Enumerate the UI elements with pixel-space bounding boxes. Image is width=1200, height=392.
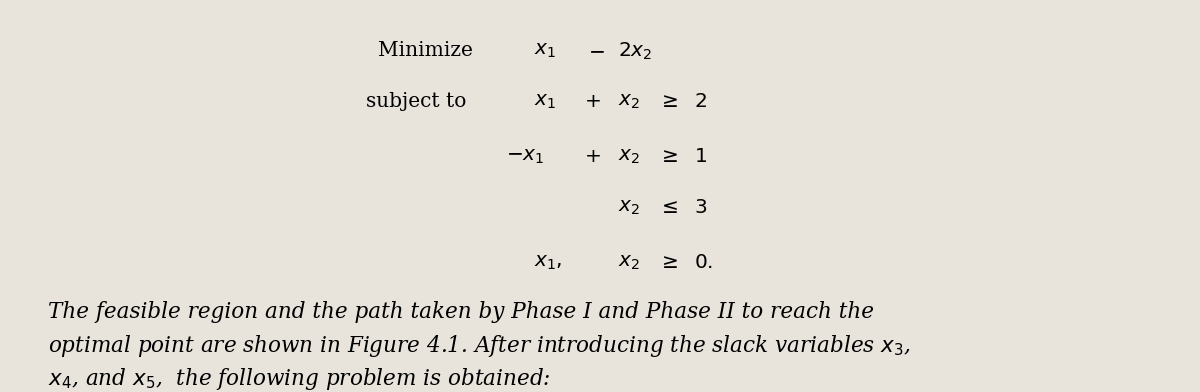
Text: $-x_1$: $-x_1$ [506,147,545,166]
Text: $1$: $1$ [694,147,707,166]
Text: $\geq$: $\geq$ [658,93,678,111]
Text: $x_2$: $x_2$ [618,198,640,217]
Text: $+$: $+$ [584,93,601,111]
Text: The feasible region and the path taken by Phase I and Phase II to reach the: The feasible region and the path taken b… [48,301,874,323]
Text: $x_2$: $x_2$ [618,147,640,166]
Text: $2$: $2$ [694,93,707,111]
Text: $\geq$: $\geq$ [658,253,678,272]
Text: $2x_2$: $2x_2$ [618,40,653,62]
Text: optimal point are shown in Figure 4.1. After introducing the slack variables $x_: optimal point are shown in Figure 4.1. A… [48,333,911,359]
Text: $0.$: $0.$ [694,253,713,272]
Text: $x_1$: $x_1$ [534,93,556,111]
Text: $x_2$: $x_2$ [618,93,640,111]
Text: $x_4$, and $x_5$,  the following problem is obtained:: $x_4$, and $x_5$, the following problem … [48,366,551,392]
Text: $-$: $-$ [588,42,605,60]
Text: $\leq$: $\leq$ [658,198,678,217]
Text: Minimize: Minimize [378,42,473,60]
Text: $\geq$: $\geq$ [658,147,678,166]
Text: $x_2$: $x_2$ [618,253,640,272]
Text: $3$: $3$ [694,198,707,217]
Text: $x_1,$: $x_1,$ [534,253,563,272]
Text: $+$: $+$ [584,147,601,166]
Text: $x_1$: $x_1$ [534,42,556,60]
Text: subject to: subject to [366,93,467,111]
